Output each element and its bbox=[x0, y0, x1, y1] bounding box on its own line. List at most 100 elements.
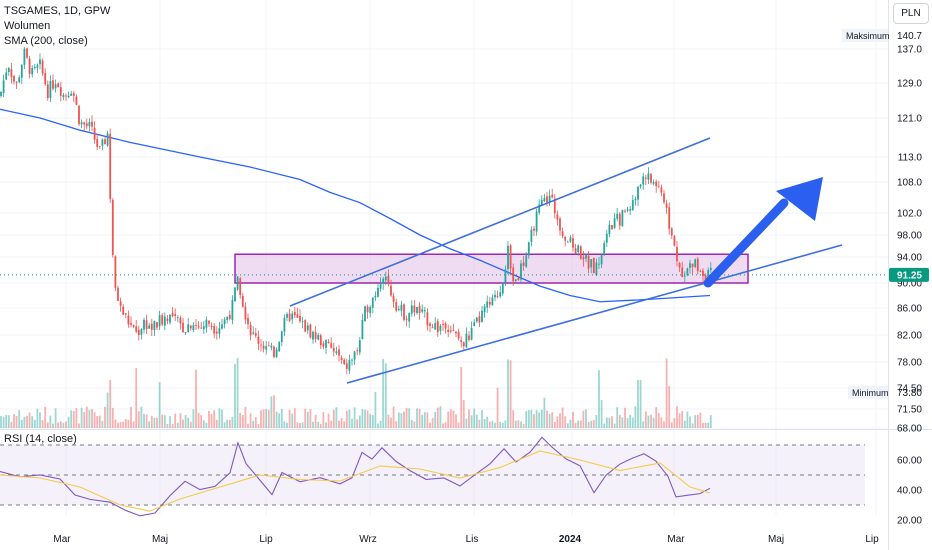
candle-body bbox=[403, 304, 405, 320]
volume-bar bbox=[200, 415, 203, 428]
volume-bar bbox=[345, 410, 348, 428]
candle-body bbox=[228, 314, 231, 319]
price-tick-label: 113.0 bbox=[898, 153, 923, 164]
volume-bar bbox=[265, 408, 268, 428]
candle-body bbox=[691, 263, 694, 267]
volume-bar bbox=[26, 415, 28, 428]
candle-body bbox=[20, 64, 23, 78]
candle-body bbox=[15, 82, 18, 84]
candle-body bbox=[338, 349, 340, 356]
candle-body bbox=[397, 309, 400, 311]
volume-bar bbox=[44, 406, 47, 428]
candle-body bbox=[156, 322, 158, 328]
volume-bar bbox=[611, 416, 613, 428]
candle-body bbox=[522, 262, 525, 267]
price-tick-label: 102.0 bbox=[897, 209, 922, 220]
candle-body bbox=[704, 275, 707, 281]
volume-bar bbox=[455, 414, 457, 428]
volume-bar bbox=[228, 419, 231, 428]
volume-bar bbox=[382, 358, 385, 428]
candle-body bbox=[611, 225, 613, 230]
volume-bar bbox=[468, 409, 470, 428]
volume-bar bbox=[390, 417, 392, 428]
candle-body bbox=[80, 122, 83, 125]
symbol-label[interactable]: TSGAMES, 1D, GPW bbox=[4, 5, 111, 17]
candle-body bbox=[153, 321, 156, 331]
candle-body bbox=[390, 285, 392, 296]
volume-bar bbox=[96, 416, 99, 428]
candle-body bbox=[254, 333, 257, 336]
volume-bar bbox=[605, 417, 608, 428]
candle-body bbox=[702, 270, 704, 277]
candle-body bbox=[374, 295, 377, 298]
volume-bar bbox=[231, 416, 234, 428]
volume-bar bbox=[127, 419, 130, 428]
candle-body bbox=[62, 94, 65, 97]
candle-body bbox=[195, 325, 197, 326]
volume-bar bbox=[10, 421, 13, 428]
volume-bar bbox=[252, 420, 255, 428]
candle-body bbox=[57, 83, 60, 88]
candle-body bbox=[54, 84, 57, 89]
candle-body bbox=[13, 75, 15, 82]
current-price-value: 91.25 bbox=[897, 270, 922, 281]
candle-body bbox=[46, 84, 49, 98]
candle-body bbox=[457, 331, 460, 339]
volume-bar bbox=[67, 416, 70, 428]
candle-body bbox=[470, 327, 473, 340]
volume-bar bbox=[426, 412, 429, 428]
candle-body bbox=[351, 359, 353, 361]
price-tick-label: 121.0 bbox=[897, 114, 922, 125]
volume-bar bbox=[150, 415, 153, 428]
volume-bar bbox=[689, 416, 691, 428]
price-tick-label: 94.00 bbox=[897, 253, 922, 264]
volume-bar bbox=[163, 415, 166, 428]
candle-body bbox=[377, 287, 379, 297]
volume-bar bbox=[704, 422, 707, 428]
candle-body bbox=[283, 317, 286, 332]
volume-bar bbox=[644, 411, 647, 428]
volume-bar bbox=[673, 418, 676, 428]
volume-bar bbox=[561, 407, 564, 428]
volume-bar bbox=[543, 397, 546, 428]
candle-body bbox=[299, 315, 301, 322]
currency-button[interactable]: PLN bbox=[893, 3, 929, 24]
volume-bar bbox=[54, 408, 57, 428]
volume-bar bbox=[618, 414, 621, 428]
candle-body bbox=[343, 359, 346, 364]
candle-body bbox=[590, 259, 593, 268]
rsi-label[interactable]: RSI (14, close) bbox=[4, 433, 77, 445]
volume-label[interactable]: Wolumen bbox=[4, 20, 51, 32]
volume-bar bbox=[366, 410, 369, 428]
rsi-tick-label: 60.00 bbox=[897, 456, 922, 467]
volume-bar bbox=[522, 423, 525, 428]
candle-body bbox=[275, 349, 278, 358]
forecast-arrow-shaft bbox=[703, 198, 789, 288]
volume-bar bbox=[327, 413, 330, 428]
sma-label[interactable]: SMA (200, close) bbox=[4, 35, 88, 47]
candle-body bbox=[10, 69, 13, 78]
volume-bar bbox=[70, 410, 73, 428]
candle-body bbox=[358, 340, 361, 353]
volume-bar bbox=[314, 414, 317, 428]
volume-bar bbox=[223, 422, 226, 428]
volume-bar bbox=[377, 423, 379, 428]
volume-bar bbox=[46, 422, 49, 428]
candle-body bbox=[465, 333, 468, 348]
price-tick-label: 108.0 bbox=[897, 178, 922, 189]
volume-bar bbox=[335, 407, 338, 428]
candle-body bbox=[150, 323, 153, 330]
volume-bar bbox=[592, 419, 595, 428]
candle-body bbox=[507, 245, 509, 269]
candle-body bbox=[473, 322, 476, 327]
candle-body bbox=[65, 95, 67, 97]
candle-body bbox=[582, 256, 585, 260]
candle-body bbox=[533, 228, 535, 231]
volume-bar bbox=[598, 370, 600, 428]
volume-bar bbox=[564, 416, 567, 428]
volume-bar bbox=[436, 407, 439, 428]
price-tick-label: 78.00 bbox=[897, 358, 922, 369]
candle-body bbox=[694, 259, 697, 267]
volume-bar bbox=[33, 419, 36, 428]
